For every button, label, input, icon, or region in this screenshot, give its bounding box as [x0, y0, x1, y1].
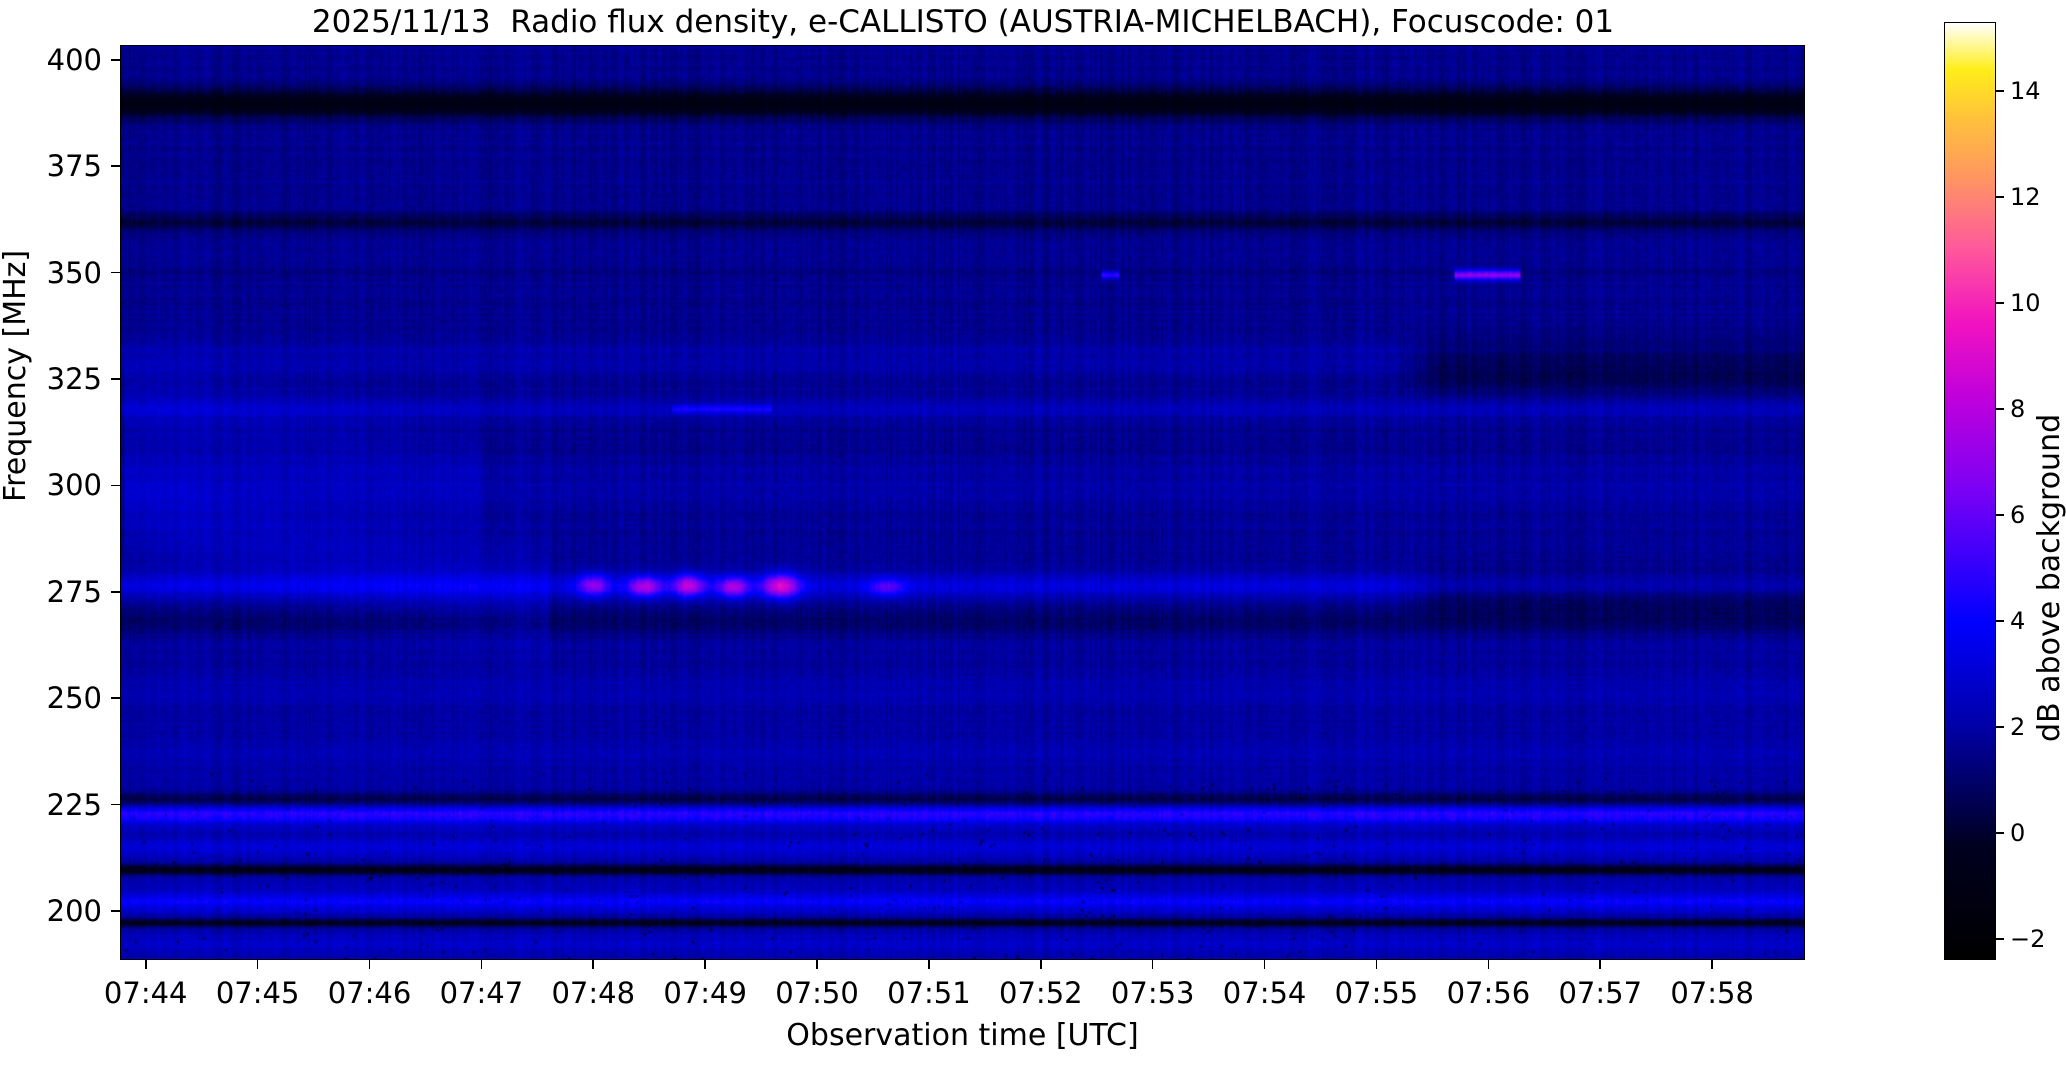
colorbar-gradient	[1944, 22, 1996, 960]
y-tick-mark	[111, 271, 120, 274]
figure-title: 2025/11/13 Radio flux density, e-CALLIST…	[311, 4, 1615, 40]
y-tick-mark	[111, 378, 120, 380]
colorbar-tick-mark	[1996, 302, 2004, 304]
x-tick-label: 07:50	[775, 976, 859, 1010]
y-tick-label: 250	[46, 681, 102, 716]
y-tick-label: 375	[46, 149, 102, 184]
x-tick-label: 07:45	[215, 976, 300, 1010]
x-tick-label: 07:48	[551, 976, 636, 1010]
x-tick-label: 07:47	[439, 976, 524, 1010]
y-tick-label: 300	[46, 468, 102, 503]
colorbar-tick-label: 2	[2010, 712, 2026, 741]
y-tick-mark	[111, 910, 120, 912]
x-tick-mark	[368, 960, 371, 969]
y-tick-label: 325	[46, 362, 102, 397]
colorbar-tick-mark	[1996, 408, 2004, 410]
x-axis-label: Observation time [UTC]	[786, 1018, 1139, 1053]
y-tick-label: 225	[46, 787, 102, 822]
x-tick-label: 07:53	[1110, 976, 1195, 1010]
x-tick-mark	[1487, 960, 1490, 969]
x-tick-label: 07:54	[1222, 976, 1307, 1010]
y-tick-mark	[111, 697, 120, 700]
colorbar-tick-label: −2	[2010, 924, 2046, 953]
y-tick-label: 350	[46, 255, 102, 290]
colorbar-tick-label: 14	[2010, 76, 2041, 105]
x-tick-label: 07:49	[663, 976, 747, 1010]
x-tick-mark	[144, 960, 147, 969]
y-tick-mark	[111, 484, 120, 487]
x-tick-mark	[592, 960, 595, 969]
colorbar-tick-label: 0	[2010, 818, 2026, 847]
colorbar-tick-mark	[1996, 90, 2004, 92]
colorbar-label: dB above background	[2032, 413, 2066, 742]
x-tick-mark	[1040, 960, 1042, 969]
colorbar-tick-mark	[1996, 938, 2004, 940]
x-tick-mark	[1151, 960, 1154, 969]
x-tick-mark	[1263, 960, 1266, 969]
x-tick-label: 07:56	[1446, 976, 1531, 1010]
y-tick-label: 275	[46, 574, 102, 609]
colorbar-tick-mark	[1996, 726, 2004, 728]
y-tick-mark	[111, 59, 120, 61]
y-tick-mark	[111, 165, 120, 168]
colorbar-tick-mark	[1996, 620, 2004, 622]
x-tick-mark	[1375, 960, 1378, 969]
colorbar-tick-label: 4	[2010, 606, 2026, 635]
x-tick-mark	[816, 960, 818, 969]
colorbar-tick-label: 12	[2010, 182, 2041, 211]
colorbar-tick-mark	[1996, 832, 2004, 834]
x-tick-mark	[256, 960, 259, 969]
x-tick-label: 07:52	[999, 976, 1083, 1010]
colorbar-tick-mark	[1996, 514, 2004, 516]
colorbar-tick-label: 8	[2010, 394, 2026, 423]
colorbar-tick-mark	[1996, 196, 2004, 198]
y-tick-mark	[111, 591, 120, 593]
colorbar-tick-label: 10	[2010, 288, 2041, 317]
x-tick-label: 07:46	[327, 976, 412, 1010]
y-tick-mark	[111, 803, 120, 806]
x-tick-mark	[1599, 960, 1602, 969]
colorbar-container: −2 0 2 4 6 8 10 12 14	[1944, 22, 2045, 960]
x-tick-label: 07:44	[103, 976, 188, 1010]
x-tick-mark	[928, 960, 930, 969]
spectrogram-image[interactable]	[121, 46, 1804, 959]
x-tick-label: 07:57	[1558, 976, 1643, 1010]
y-tick-label: 200	[46, 894, 102, 929]
x-tick-mark	[480, 960, 483, 969]
colorbar-tick-label: 6	[2010, 500, 2026, 529]
x-tick-mark	[1711, 960, 1713, 969]
x-tick-label: 07:55	[1334, 976, 1419, 1010]
x-tick-label: 07:58	[1670, 976, 1754, 1010]
y-tick-label: 400	[46, 42, 102, 77]
spectrogram-axes[interactable]	[120, 45, 1805, 960]
x-tick-label: 07:51	[887, 976, 971, 1010]
x-tick-mark	[704, 960, 706, 969]
